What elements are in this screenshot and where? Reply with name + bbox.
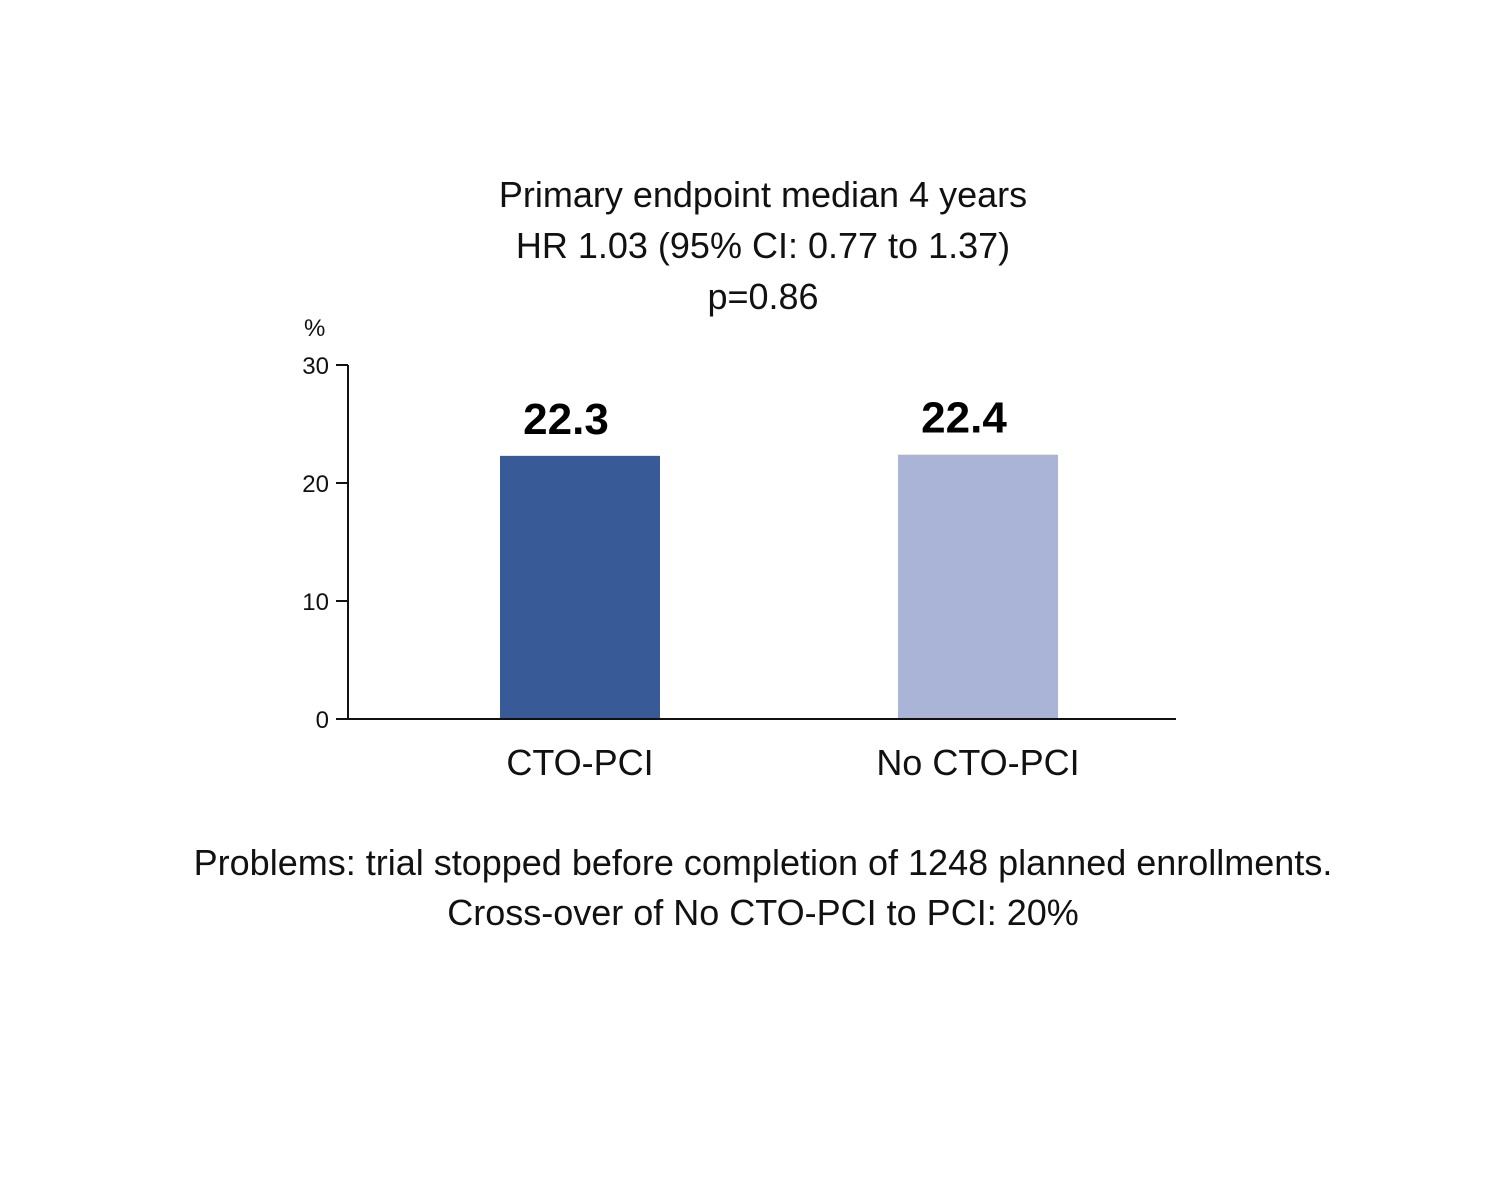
y-axis-ticks: 0 10 20 30 <box>302 353 348 734</box>
chart-title-line-3: p=0.86 <box>707 276 818 317</box>
x-category-label: No CTO-PCI <box>876 742 1079 783</box>
chart-title-line-1: Primary endpoint median 4 years <box>499 174 1027 215</box>
footnote-line-2: Cross-over of No CTO-PCI to PCI: 20% <box>447 892 1079 933</box>
y-tick-label: 20 <box>302 471 329 498</box>
bar-value-label: 22.3 <box>523 395 609 444</box>
y-tick-label: 10 <box>302 589 329 616</box>
bar-value-labels: 22.3 22.4 <box>523 394 1007 444</box>
bar <box>898 454 1058 719</box>
y-tick-label: 30 <box>302 353 329 380</box>
x-category-label: CTO-PCI <box>506 742 653 783</box>
chart-title-line-2: HR 1.03 (95% CI: 0.77 to 1.37) <box>516 225 1010 266</box>
footnote-line-1: Problems: trial stopped before completio… <box>194 842 1333 883</box>
y-tick-label: 0 <box>316 707 329 734</box>
x-axis-category-labels: CTO-PCI No CTO-PCI <box>506 742 1079 783</box>
bars <box>500 454 1058 719</box>
bar-value-label: 22.4 <box>921 394 1007 443</box>
y-axis-unit-label: % <box>304 315 325 342</box>
bar <box>500 455 660 719</box>
